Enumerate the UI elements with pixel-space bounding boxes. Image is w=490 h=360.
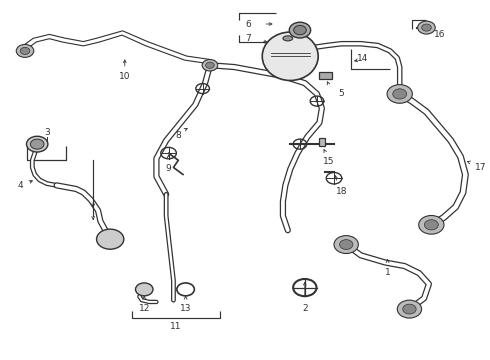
- Circle shape: [334, 235, 358, 253]
- Circle shape: [20, 48, 30, 54]
- Circle shape: [422, 24, 431, 31]
- Text: 2: 2: [302, 304, 308, 313]
- Text: 5: 5: [339, 89, 344, 98]
- Text: 6: 6: [245, 19, 251, 28]
- Text: 14: 14: [357, 54, 368, 63]
- Circle shape: [206, 62, 214, 68]
- Bar: [319, 138, 325, 146]
- Circle shape: [424, 220, 438, 230]
- Circle shape: [26, 136, 48, 152]
- Text: 17: 17: [475, 163, 487, 172]
- Text: 10: 10: [119, 72, 130, 81]
- Text: 13: 13: [180, 304, 192, 313]
- Text: 8: 8: [175, 131, 181, 140]
- Text: 12: 12: [139, 304, 150, 313]
- Text: 3: 3: [44, 128, 50, 137]
- Circle shape: [397, 300, 421, 318]
- Circle shape: [417, 21, 435, 34]
- Circle shape: [418, 216, 444, 234]
- Circle shape: [202, 59, 218, 71]
- Circle shape: [135, 283, 153, 296]
- Text: 7: 7: [245, 34, 251, 43]
- Text: 16: 16: [434, 30, 445, 39]
- Circle shape: [403, 304, 416, 314]
- Bar: [319, 72, 332, 78]
- Text: 15: 15: [323, 157, 335, 166]
- Circle shape: [289, 22, 311, 38]
- Circle shape: [393, 89, 407, 99]
- Text: 18: 18: [336, 187, 347, 196]
- Circle shape: [340, 240, 353, 249]
- Circle shape: [30, 139, 44, 149]
- Circle shape: [294, 26, 306, 35]
- Ellipse shape: [262, 32, 318, 81]
- Text: 11: 11: [170, 321, 182, 330]
- Circle shape: [16, 44, 34, 57]
- Text: 4: 4: [17, 181, 23, 190]
- Text: 9: 9: [166, 164, 171, 173]
- Circle shape: [387, 85, 413, 103]
- Circle shape: [97, 229, 124, 249]
- Text: 1: 1: [385, 268, 391, 277]
- Ellipse shape: [283, 36, 293, 41]
